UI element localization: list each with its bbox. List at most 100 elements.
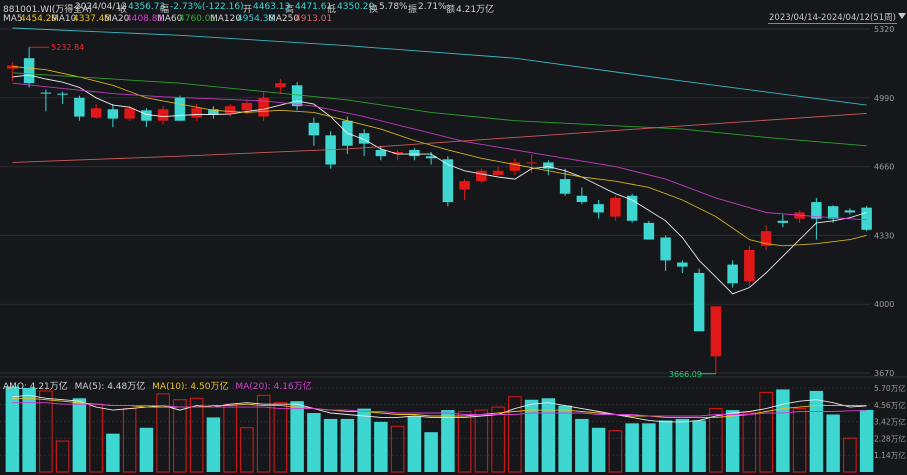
volume-bar-down — [642, 423, 656, 472]
candle-down — [861, 207, 872, 230]
candle-down — [208, 109, 219, 115]
volume-bar-down — [558, 405, 572, 472]
ma60-legend-value: 4760.01 — [179, 14, 217, 24]
amo-ma5-legend: MA(5): 4.48万亿 — [74, 382, 146, 392]
volume-bar-up — [240, 427, 254, 473]
candle-up — [191, 108, 202, 118]
volume-bar-up — [122, 408, 137, 473]
volume-bar-down — [5, 386, 20, 472]
volume-bar-down — [809, 390, 824, 472]
candle-down — [141, 110, 152, 121]
volume-bar-up — [457, 411, 472, 473]
volume-bar-down — [206, 417, 221, 472]
volume-bar-up — [39, 390, 53, 473]
volume-bar-up — [55, 440, 70, 473]
date-range-selector[interactable]: 2023/04/14-2024/04/12(51周) — [768, 13, 897, 24]
price-tick-label: 5320 — [874, 25, 894, 34]
price-tick-label: 4990 — [874, 94, 894, 103]
volume-bar-down — [441, 410, 455, 472]
candle-up — [760, 231, 772, 246]
amo-ma20-line — [12, 402, 867, 417]
amount-value: 4.21万亿 — [456, 5, 495, 15]
volume-bar-down — [675, 418, 690, 472]
volume-bar-down — [575, 418, 589, 472]
amount-label: 额 — [446, 5, 456, 15]
low-label: 低 — [327, 5, 337, 15]
volume-bar-up — [189, 397, 204, 473]
volume-bar-down — [725, 410, 740, 472]
volume-bar-up — [390, 425, 405, 473]
price-tick-label: 4660 — [874, 163, 894, 172]
change-label: 幅 — [160, 5, 170, 15]
volume-bar-up — [759, 391, 773, 473]
open-label: 开 — [243, 5, 253, 15]
amo-ma10-line — [12, 397, 867, 418]
volume-bar-up — [508, 396, 522, 473]
candle-up — [7, 65, 18, 69]
candle-up — [124, 108, 135, 119]
candle-up — [610, 197, 621, 217]
ma5-legend-name[interactable]: MA5 — [3, 14, 23, 24]
ma5-line — [12, 74, 867, 295]
candle-up — [157, 109, 169, 121]
candle-down — [693, 272, 705, 332]
candle-down — [40, 92, 52, 94]
candle-up — [710, 306, 722, 357]
volume-bar-up — [474, 409, 489, 473]
volume-bar-down — [524, 399, 539, 472]
candle-down — [291, 85, 303, 107]
volume-bar-up — [156, 393, 170, 473]
volume-tick-label: 4.56万亿 — [874, 400, 906, 410]
quote-header: 881001.WI(万得全A) 2024/04/12 收 4356.73 幅 -… — [0, 0, 907, 15]
low-marker-label: 3666.09 — [669, 370, 702, 379]
candle-down — [74, 97, 85, 117]
quote-date: 2024/04/12 — [75, 2, 127, 12]
ma250-legend-value: 4913.01 — [295, 14, 333, 24]
volume-bar-down — [374, 421, 388, 472]
candle-down — [442, 159, 454, 203]
ma60-legend-name[interactable]: MA60 — [157, 14, 183, 24]
candle-down — [409, 149, 420, 157]
candle-down — [57, 93, 68, 95]
candle-down — [308, 122, 320, 136]
volume-tick-label: 5.70万亿 — [874, 383, 906, 393]
ma5-legend-value: 4454.29 — [20, 14, 58, 24]
volume-bar-down — [290, 401, 304, 472]
volume-bar-up — [709, 408, 723, 473]
candle-down — [660, 237, 671, 261]
volume-tick-label: 1.14万亿 — [874, 450, 906, 460]
ma20-legend-value: 4408.81 — [126, 14, 164, 24]
ma20-legend-name[interactable]: MA20 — [104, 14, 130, 24]
low-value: 4350.20 — [337, 2, 375, 12]
volume-bar-down — [658, 420, 673, 472]
candle-up — [224, 106, 236, 114]
ma120-legend-name[interactable]: MA120 — [210, 14, 242, 24]
volume-bar-up — [173, 399, 187, 473]
turnover-value: 5.78% — [379, 2, 408, 12]
ma10-legend-name[interactable]: MA10 — [51, 14, 77, 24]
ma250-line — [12, 112, 867, 163]
volume-bar-down — [776, 389, 790, 472]
candle-down — [543, 162, 554, 169]
candle-up — [509, 162, 521, 171]
volume-bar-down — [357, 408, 371, 472]
amo-legend: AMO: 4.21万亿 — [3, 382, 68, 392]
price-tick-label: 4000 — [874, 300, 894, 309]
ma-legend: MA5 4454.29 MA10 4337.45 MA20 4408.81 MA… — [0, 12, 800, 26]
security-code[interactable]: 881001.WI(万得全A) — [3, 5, 92, 15]
volume-tick-label: 2.28万亿 — [874, 433, 906, 443]
ma250-legend-name[interactable]: MA250 — [268, 14, 300, 24]
candle-up — [744, 249, 755, 282]
candle-down — [643, 222, 655, 240]
chevron-down-icon[interactable] — [898, 13, 906, 19]
candle-up — [90, 108, 102, 118]
close-value: 4356.73 — [128, 2, 166, 12]
candle-up — [258, 97, 269, 117]
candle-up — [275, 83, 286, 88]
amplitude-value: 2.71% — [418, 2, 447, 12]
close-label: 收 — [118, 5, 128, 15]
candle-down — [375, 149, 387, 157]
candle-down — [358, 133, 370, 144]
volume-bar-down — [541, 398, 556, 472]
